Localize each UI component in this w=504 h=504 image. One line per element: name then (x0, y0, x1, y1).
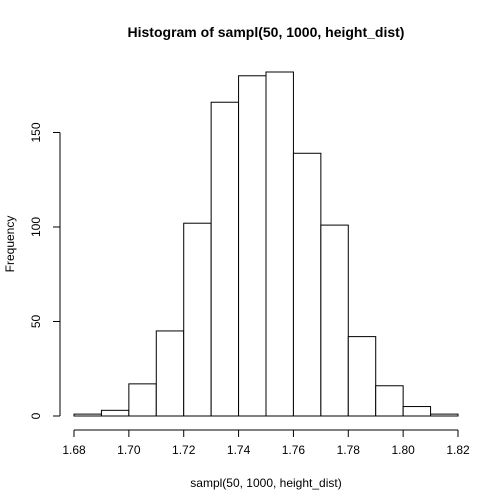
histogram-bar (403, 407, 430, 416)
histogram-bar (293, 153, 320, 416)
x-axis-label: sampl(50, 1000, height_dist) (190, 476, 341, 490)
x-tick-label: 1.76 (282, 443, 306, 457)
histogram-bar (348, 337, 375, 416)
chart-title: Histogram of sampl(50, 1000, height_dist… (128, 24, 405, 40)
x-tick-label: 1.82 (446, 443, 470, 457)
x-tick-label: 1.70 (117, 443, 141, 457)
histogram-bar (101, 410, 128, 416)
x-tick-label: 1.72 (172, 443, 196, 457)
histogram-bar (211, 102, 238, 416)
y-tick-label: 0 (29, 412, 43, 419)
x-tick-label: 1.78 (337, 443, 361, 457)
y-tick-label: 100 (29, 217, 43, 237)
x-tick-label: 1.80 (391, 443, 415, 457)
bars-group (74, 72, 458, 416)
histogram-bar (156, 331, 183, 416)
histogram-bar (129, 384, 156, 416)
histogram-bar (239, 76, 266, 416)
histogram-bar (321, 225, 348, 416)
y-tick-label: 150 (29, 122, 43, 142)
histogram-bar (184, 223, 211, 416)
x-axis: 1.68 1.70 1.72 1.74 1.76 1.78 1.80 1.82 (62, 430, 470, 457)
x-tick-label: 1.68 (62, 443, 86, 457)
histogram-bar (266, 72, 293, 416)
x-tick-label: 1.74 (227, 443, 251, 457)
histogram-bar (74, 414, 101, 416)
y-axis: 0 50 100 150 (29, 122, 60, 419)
y-axis-label: Frequency (3, 216, 17, 273)
histogram-bar (376, 386, 403, 416)
histogram-bar (431, 414, 458, 416)
y-tick-label: 50 (29, 315, 43, 329)
